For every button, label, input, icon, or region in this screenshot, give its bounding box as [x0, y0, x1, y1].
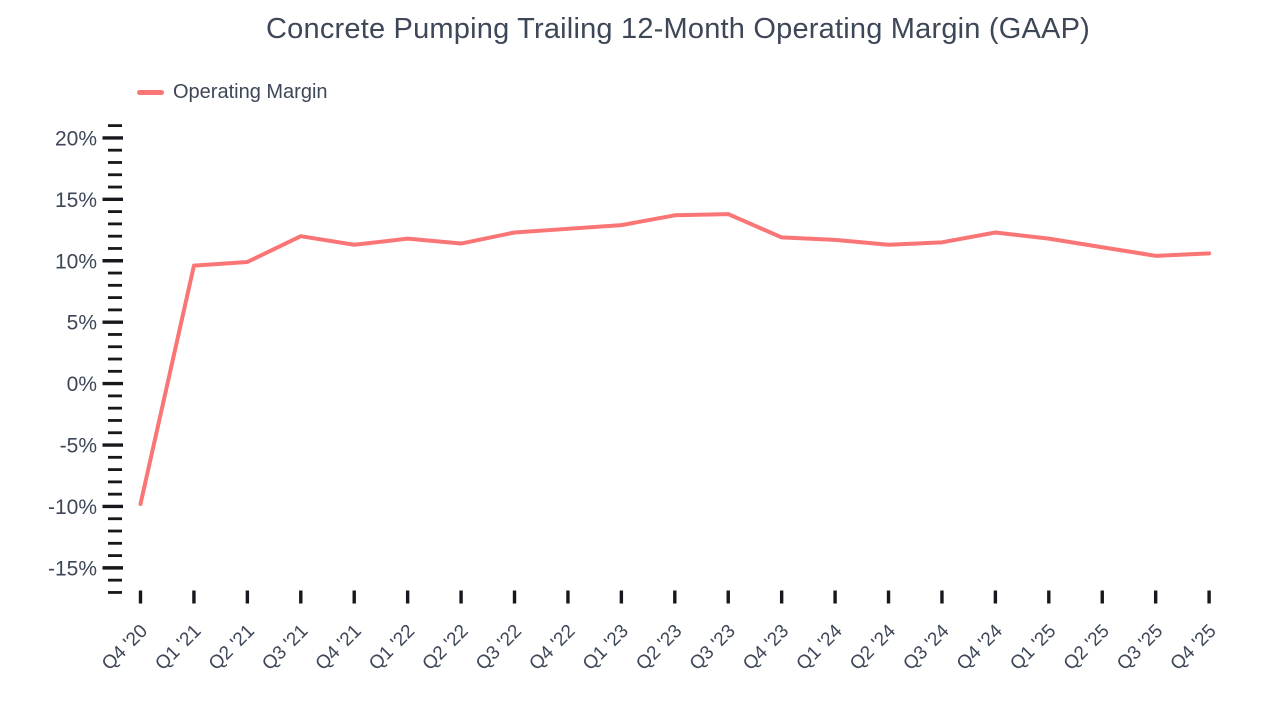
x-axis-label: Q4 '24	[953, 620, 1007, 674]
y-axis-label: -15%	[48, 557, 97, 580]
x-axis-label: Q4 '21	[312, 621, 366, 675]
y-axis-label: -10%	[48, 496, 97, 519]
x-axis-label: Q4 '20	[98, 621, 152, 675]
x-axis-label: Q2 '21	[205, 621, 259, 675]
x-axis-label: Q1 '24	[793, 620, 847, 674]
x-axis-label: Q2 '22	[419, 621, 473, 675]
x-axis-label: Q3 '21	[258, 621, 312, 675]
y-axis-label: 20%	[55, 127, 97, 150]
x-axis-label: Q3 '24	[899, 620, 953, 674]
y-axis-label: 5%	[67, 312, 97, 335]
x-axis-label: Q1 '21	[151, 621, 205, 675]
x-axis-label: Q2 '25	[1060, 621, 1114, 675]
x-axis-label: Q2 '23	[632, 621, 686, 675]
x-axis-label: Q4 '23	[739, 621, 793, 675]
x-axis-label: Q3 '23	[686, 621, 740, 675]
x-axis-label: Q4 '22	[525, 621, 579, 675]
y-axis-label: 0%	[67, 373, 97, 396]
series-line-operating-margin	[138, 212, 1212, 506]
legend: Operating Margin	[137, 81, 328, 104]
legend-swatch	[137, 90, 164, 95]
x-axis-label: Q1 '22	[365, 621, 419, 675]
x-axis-label: Q4 '25	[1167, 621, 1221, 675]
x-axis-label: Q3 '22	[472, 621, 526, 675]
x-axis-label: Q2 '24	[846, 620, 900, 674]
chart-title: Concrete Pumping Trailing 12-Month Opera…	[266, 13, 1090, 45]
x-axis-label: Q1 '23	[579, 621, 633, 675]
x-axis-label: Q1 '25	[1006, 621, 1060, 675]
y-axis-label: 15%	[55, 189, 97, 212]
y-axis-label: -5%	[60, 435, 97, 458]
x-axis-label: Q3 '25	[1113, 621, 1167, 675]
legend-label: Operating Margin	[173, 81, 328, 103]
y-axis-label: 10%	[55, 250, 97, 273]
